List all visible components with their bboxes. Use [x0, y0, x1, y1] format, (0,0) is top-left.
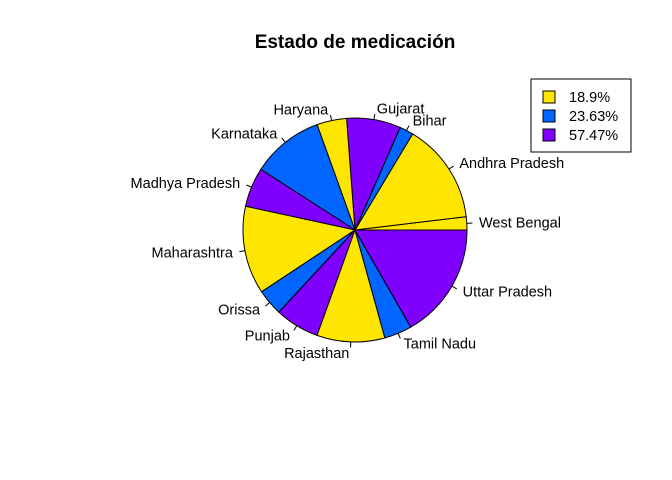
- legend-label-2: 57.47%: [569, 128, 618, 144]
- pie-label-punjab: Punjab: [245, 328, 290, 344]
- legend-swatch-2: [542, 128, 556, 142]
- legend-label-1: 23.63%: [569, 109, 618, 125]
- pie-label-uttar-pradesh: Uttar Pradesh: [463, 285, 552, 301]
- pie-slice-maharashtra: [242, 205, 357, 293]
- pie-label-tick-gujarat: [373, 114, 376, 120]
- pie-slice-karnataka: [260, 123, 356, 232]
- pie-label-rajasthan: Rajasthan: [284, 346, 349, 362]
- pie-slices: [242, 117, 468, 343]
- pie-label-haryana: Haryana: [273, 103, 329, 119]
- pie-label-west-bengal: West Bengal: [479, 216, 561, 232]
- legend-swatch-0: [542, 90, 556, 104]
- pie-label-tick-uttar-pradesh: [451, 285, 458, 290]
- pie-label-tick-orissa: [265, 302, 270, 307]
- pie-label-orissa: Orissa: [218, 303, 261, 319]
- legend-label-0: 18.9%: [569, 90, 610, 106]
- pie-label-tick-maharashtra: [239, 250, 246, 253]
- pie-label-gujarat: Gujarat: [377, 102, 425, 118]
- pie-label-tick-andhra-pradesh: [448, 165, 454, 170]
- pie-label-maharashtra: Maharashtra: [152, 246, 234, 262]
- pie-label-karnataka: Karnataka: [211, 127, 278, 143]
- pie-label-tick-punjab: [293, 325, 298, 331]
- pie-label-tick-karnataka: [281, 137, 286, 143]
- pie-label-tick-haryana: [329, 114, 333, 121]
- pie-slice-uttar-pradesh: [354, 229, 468, 328]
- legend: 18.9% 23.63% 57.47%: [530, 78, 632, 153]
- chart-title: Estado de medicación: [255, 32, 456, 53]
- pie-label-tick-madhya-pradesh: [246, 184, 252, 188]
- pie-label-madhya-pradesh: Madhya Pradesh: [131, 176, 241, 192]
- pie-label-tamil-nadu: Tamil Nadu: [404, 337, 477, 353]
- pie-label-tick-bihar: [406, 125, 410, 131]
- legend-swatch-1: [542, 109, 556, 123]
- pie-label-tick-tamil-nadu: [397, 333, 401, 339]
- pie-label-andhra-pradesh: Andhra Pradesh: [459, 156, 564, 172]
- pie-label-bihar: Bihar: [413, 114, 447, 130]
